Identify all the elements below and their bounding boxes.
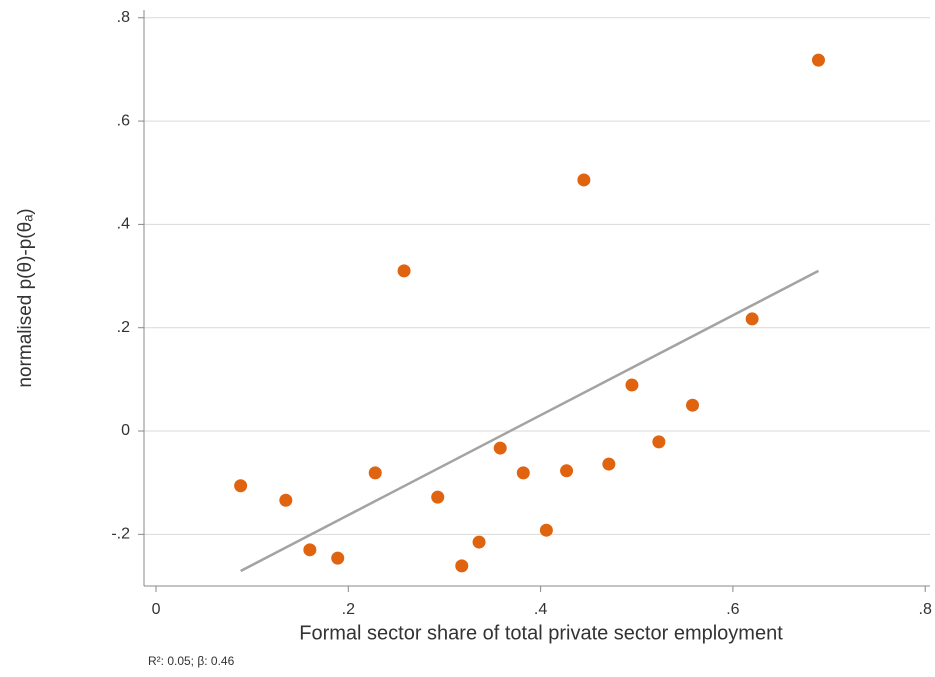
point: [539, 523, 553, 537]
x-axis-title: Formal sector share of total private sec…: [299, 622, 783, 644]
y-tick-label: 0: [121, 422, 130, 439]
point: [577, 173, 591, 187]
point: [493, 441, 507, 455]
point: [303, 543, 317, 557]
y-tick-label: .2: [117, 319, 130, 336]
x-tick-label: .4: [534, 601, 547, 618]
point: [745, 312, 759, 326]
point: [368, 466, 382, 480]
point: [560, 464, 574, 478]
point: [397, 264, 411, 278]
point: [455, 559, 469, 573]
point: [472, 535, 486, 549]
y-tick-label: .6: [117, 112, 130, 129]
point: [516, 466, 530, 480]
x-tick-label: .6: [726, 601, 739, 618]
point: [811, 53, 825, 67]
note: R²: 0.05; β: 0.46: [148, 654, 235, 668]
point: [602, 457, 616, 471]
x-tick-label: .2: [342, 601, 355, 618]
point: [652, 435, 666, 449]
fit-line: [240, 269, 820, 573]
y-tick-label: -.2: [111, 526, 130, 543]
point: [431, 490, 445, 504]
x-tick-label: .8: [919, 601, 932, 618]
y-axis-title: normalised p(θ)-p(θₐ): [15, 208, 36, 387]
y-tick-label: .4: [117, 216, 130, 233]
point: [234, 479, 248, 493]
point: [279, 493, 293, 507]
point: [686, 398, 700, 412]
point: [625, 378, 639, 392]
x-tick-label: 0: [152, 601, 161, 618]
y-tick-label: .8: [117, 9, 130, 26]
point: [331, 551, 345, 565]
